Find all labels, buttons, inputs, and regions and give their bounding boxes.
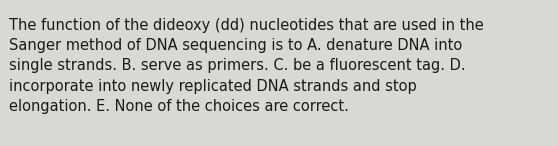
Text: The function of the dideoxy (dd) nucleotides that are used in the
Sanger method : The function of the dideoxy (dd) nucleot… — [9, 18, 484, 114]
